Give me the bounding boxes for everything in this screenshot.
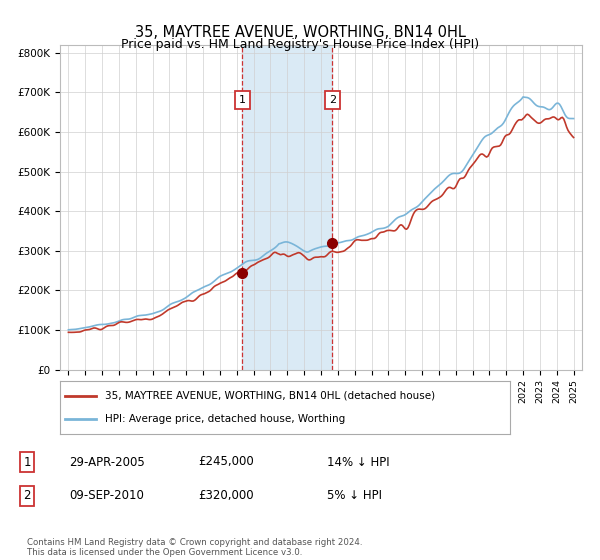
Text: £245,000: £245,000 (198, 455, 254, 469)
Text: 2: 2 (23, 489, 31, 502)
Text: HPI: Average price, detached house, Worthing: HPI: Average price, detached house, Wort… (105, 414, 345, 424)
Text: 1: 1 (239, 95, 246, 105)
Bar (242, 45, 332, 370)
Text: 1: 1 (23, 455, 31, 469)
Text: 14% ↓ HPI: 14% ↓ HPI (327, 455, 389, 469)
Text: Price paid vs. HM Land Registry's House Price Index (HPI): Price paid vs. HM Land Registry's House … (121, 38, 479, 50)
Text: 2: 2 (329, 95, 336, 105)
Text: 5% ↓ HPI: 5% ↓ HPI (327, 489, 382, 502)
Text: 35, MAYTREE AVENUE, WORTHING, BN14 0HL (detached house): 35, MAYTREE AVENUE, WORTHING, BN14 0HL (… (105, 391, 435, 401)
Text: 29-APR-2005: 29-APR-2005 (69, 455, 145, 469)
Text: £320,000: £320,000 (198, 489, 254, 502)
Text: 35, MAYTREE AVENUE, WORTHING, BN14 0HL: 35, MAYTREE AVENUE, WORTHING, BN14 0HL (134, 25, 466, 40)
Text: Contains HM Land Registry data © Crown copyright and database right 2024.
This d: Contains HM Land Registry data © Crown c… (27, 538, 362, 557)
Text: 09-SEP-2010: 09-SEP-2010 (69, 489, 144, 502)
